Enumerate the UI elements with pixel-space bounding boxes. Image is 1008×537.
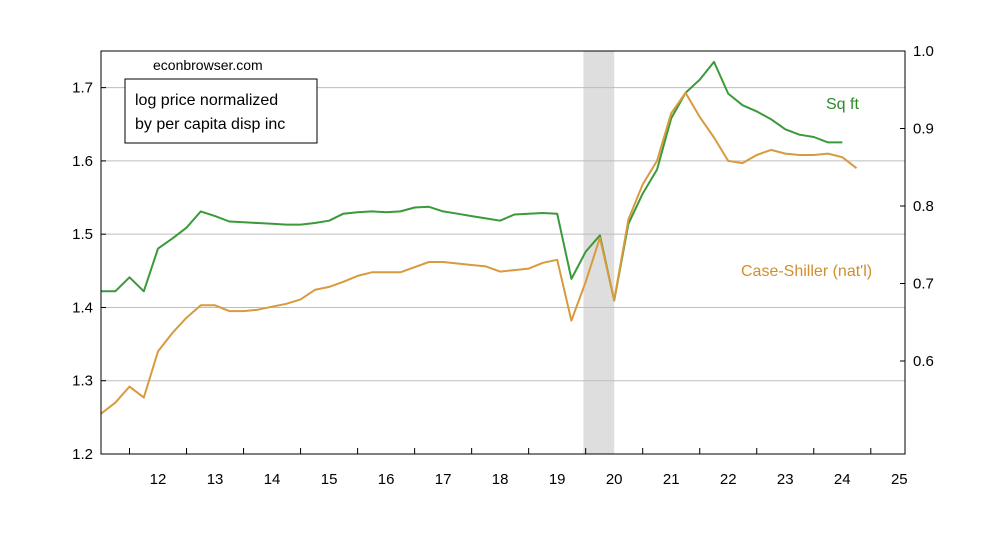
series-line-case-shiller — [100, 91, 858, 415]
recession-shading-layer — [583, 51, 615, 454]
x-tick-label: 13 — [207, 471, 224, 488]
series-label-case-shiller: Case-Shiller (nat'l) — [741, 263, 872, 280]
title-box — [124, 78, 318, 144]
y-left-tick-label: 1.4 — [72, 299, 93, 316]
series-layer — [100, 60, 858, 415]
x-tick-label: 18 — [492, 471, 509, 488]
x-tick-label: 15 — [321, 471, 338, 488]
x-tick-label: 22 — [720, 471, 737, 488]
series-label-sqft: Sq ft — [826, 96, 859, 113]
x-tick-label: 20 — [606, 471, 623, 488]
x-tick-label: 12 — [150, 471, 167, 488]
x-tick-label: 25 — [891, 471, 908, 488]
recession-shade — [583, 51, 615, 454]
title-line-2: by per capita disp inc — [135, 116, 285, 133]
y-right-tick-label: 0.7 — [913, 276, 934, 293]
y-right-tick-label: 0.9 — [913, 121, 934, 138]
x-tick-label: 14 — [264, 471, 281, 488]
y-left-tick-label: 1.3 — [72, 373, 93, 390]
x-tick-label: 19 — [549, 471, 566, 488]
y-left-tick-label: 1.7 — [72, 80, 93, 97]
series-line-sqft — [101, 60, 843, 302]
watermark-text: econbrowser.com — [153, 57, 263, 73]
y-right-tick-label: 1.0 — [913, 43, 934, 60]
x-tick-label: 23 — [777, 471, 794, 488]
x-tick-label: 17 — [435, 471, 452, 488]
y-right-tick-label: 0.8 — [913, 198, 934, 215]
grid-layer — [101, 87, 905, 382]
x-tick-label: 24 — [834, 471, 851, 488]
y-left-tick-label: 1.6 — [72, 153, 93, 170]
plot-frame — [100, 50, 906, 455]
x-tick-label: 16 — [378, 471, 395, 488]
y-left-tick-label: 1.5 — [72, 226, 93, 243]
x-tick-label: 21 — [663, 471, 680, 488]
y-right-tick-label: 0.6 — [913, 353, 934, 370]
tick-layer: 1.2 1.3 1.4 1.5 1.6 1.7 0.6 0.7 0.8 0.9 1.0 12 13 14 1… — [72, 43, 934, 488]
title-line-1: log price normalized — [135, 92, 278, 109]
y-left-tick-label: 1.2 — [72, 446, 93, 463]
